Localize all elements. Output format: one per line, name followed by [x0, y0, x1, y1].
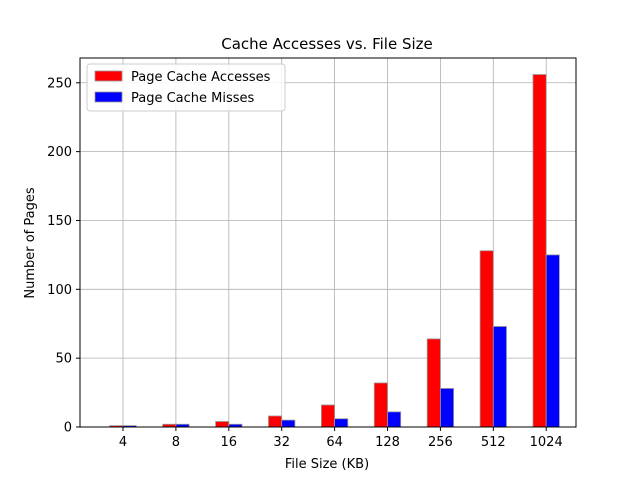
x-tick-label: 256	[428, 435, 453, 450]
x-tick-label: 1024	[530, 435, 563, 450]
legend-swatch	[94, 70, 123, 82]
plot-frame	[79, 57, 577, 428]
bar-misses	[281, 419, 296, 428]
bars	[109, 74, 560, 428]
bar-misses	[334, 418, 349, 428]
x-tick-label: 128	[375, 435, 400, 450]
legend: Page Cache Accesses Page Cache Misses	[86, 63, 286, 112]
x-tick-label: 4	[119, 435, 127, 450]
chart-title: Cache Accesses vs. File Size	[221, 35, 432, 53]
x-tick-label: 8	[172, 435, 180, 450]
y-tick-label: 150	[47, 214, 72, 229]
x-tick-label: 512	[481, 435, 506, 450]
x-tick-label: 64	[326, 435, 343, 450]
legend-box	[86, 63, 286, 112]
bar-misses	[439, 388, 454, 428]
y-tick-label: 250	[47, 76, 72, 91]
bar-accesses	[373, 382, 388, 428]
bar-accesses	[320, 404, 335, 428]
x-tick-label: 16	[221, 435, 238, 450]
y-tick-label: 100	[47, 283, 72, 298]
bar-accesses	[532, 74, 547, 428]
bar-accesses	[479, 250, 494, 428]
legend-swatch	[94, 91, 123, 103]
legend-label: Page Cache Misses	[131, 91, 255, 106]
x-tick-label: 32	[273, 435, 290, 450]
bar-misses	[387, 411, 402, 428]
bar-accesses	[426, 338, 441, 428]
ticks: 4 8 16 32 64 128 256 512 1024 0 50 100 150 200 250	[47, 76, 563, 450]
y-tick-label: 0	[64, 421, 72, 436]
y-tick-label: 200	[47, 145, 72, 160]
bar-misses	[545, 254, 560, 428]
legend-label: Page Cache Accesses	[131, 70, 271, 85]
y-axis-label: Number of Pages	[23, 187, 38, 298]
y-tick-label: 50	[55, 352, 72, 367]
x-axis-label: File Size (KB)	[285, 457, 369, 472]
axes	[79, 57, 577, 428]
bar-misses	[492, 326, 507, 428]
bar-accesses	[215, 421, 230, 428]
grid	[80, 58, 576, 428]
bar-accesses	[268, 415, 283, 428]
